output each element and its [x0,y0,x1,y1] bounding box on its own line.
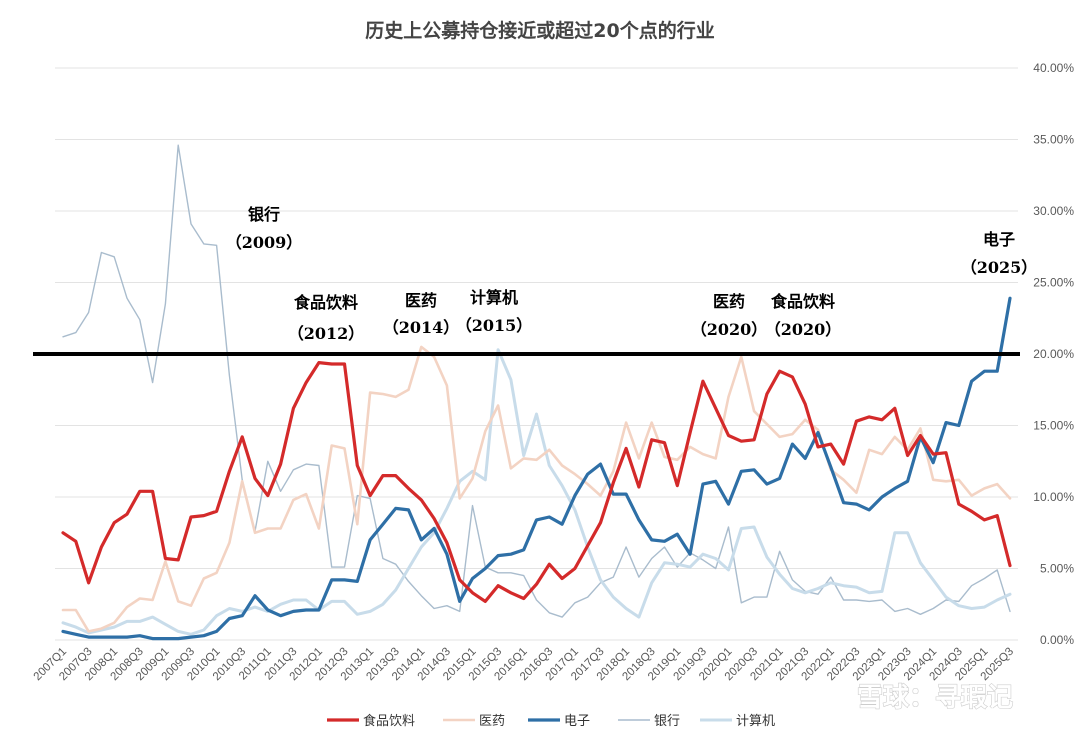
annotation-year-computer-2015: （2015） [456,316,533,335]
annotations: 银行 （2009） 食品饮料 （2012） 医药 （2014） 计算机 （201… [226,205,1038,343]
annotation-year-pharma-2014: （2014） [383,318,460,337]
legend-bank-label: 银行 [654,714,680,729]
series-computer-line [61,348,1012,636]
y-tick-label: 5.00% [1040,562,1074,576]
legend: 食品饮料 医药 电子 银行 计算机 [327,713,775,729]
y-tick-label: 20.00% [1033,347,1074,361]
annotation-label-computer-2015: 计算机 [470,288,518,307]
annotation-year-bank: （2009） [226,233,303,252]
y-tick-label: 35.00% [1033,133,1074,147]
annotation-label-bank: 银行 [248,205,280,224]
annotation-label-food-2012: 食品饮料 [293,293,358,312]
annotation-year-pharma-2020: （2020） [691,320,768,339]
series-pharma-line [61,345,1012,633]
legend-computer-label: 计算机 [736,714,775,729]
y-axis-ticks: 0.00% 5.00% 10.00% 15.00% 20.00% 25.00% 30.00%… [1033,61,1074,647]
annotation-label-pharma-2020: 医药 [713,292,745,311]
y-tick-label: 15.00% [1033,419,1074,433]
watermark-text: 雪球：寻瑕记 [857,683,1013,713]
y-tick-label: 40.00% [1033,61,1074,75]
annotation-label-pharma-2014: 医药 [405,291,437,310]
legend-food-beverage-label: 食品饮料 [363,713,415,729]
annotation-year-food-2020: （2020） [765,320,842,339]
y-tick-label: 25.00% [1033,276,1074,290]
annotation-year-food-2012: （2012） [288,324,365,343]
series-food-beverage-line [61,361,1012,603]
x-axis-ticks: 2007Q12007Q32008Q12008Q32009Q12009Q32010… [32,646,1016,683]
y-tick-label: 0.00% [1040,633,1074,647]
legend-electronics-label: 电子 [564,714,590,729]
legend-pharma-label: 医药 [479,714,505,729]
y-tick-label: 10.00% [1033,490,1074,504]
annotation-label-electronics-2025: 电子 [983,230,1015,249]
series-electronics-line [61,296,1012,641]
y-tick-label: 30.00% [1033,204,1074,218]
chart-title: 历史上公募持仓接近或超过20个点的行业 [365,19,714,42]
annotation-label-food-2020: 食品饮料 [770,292,835,311]
series-bank-line [62,144,1011,618]
annotation-year-electronics-2025: （2025） [961,258,1038,277]
series-lines [61,144,1012,641]
